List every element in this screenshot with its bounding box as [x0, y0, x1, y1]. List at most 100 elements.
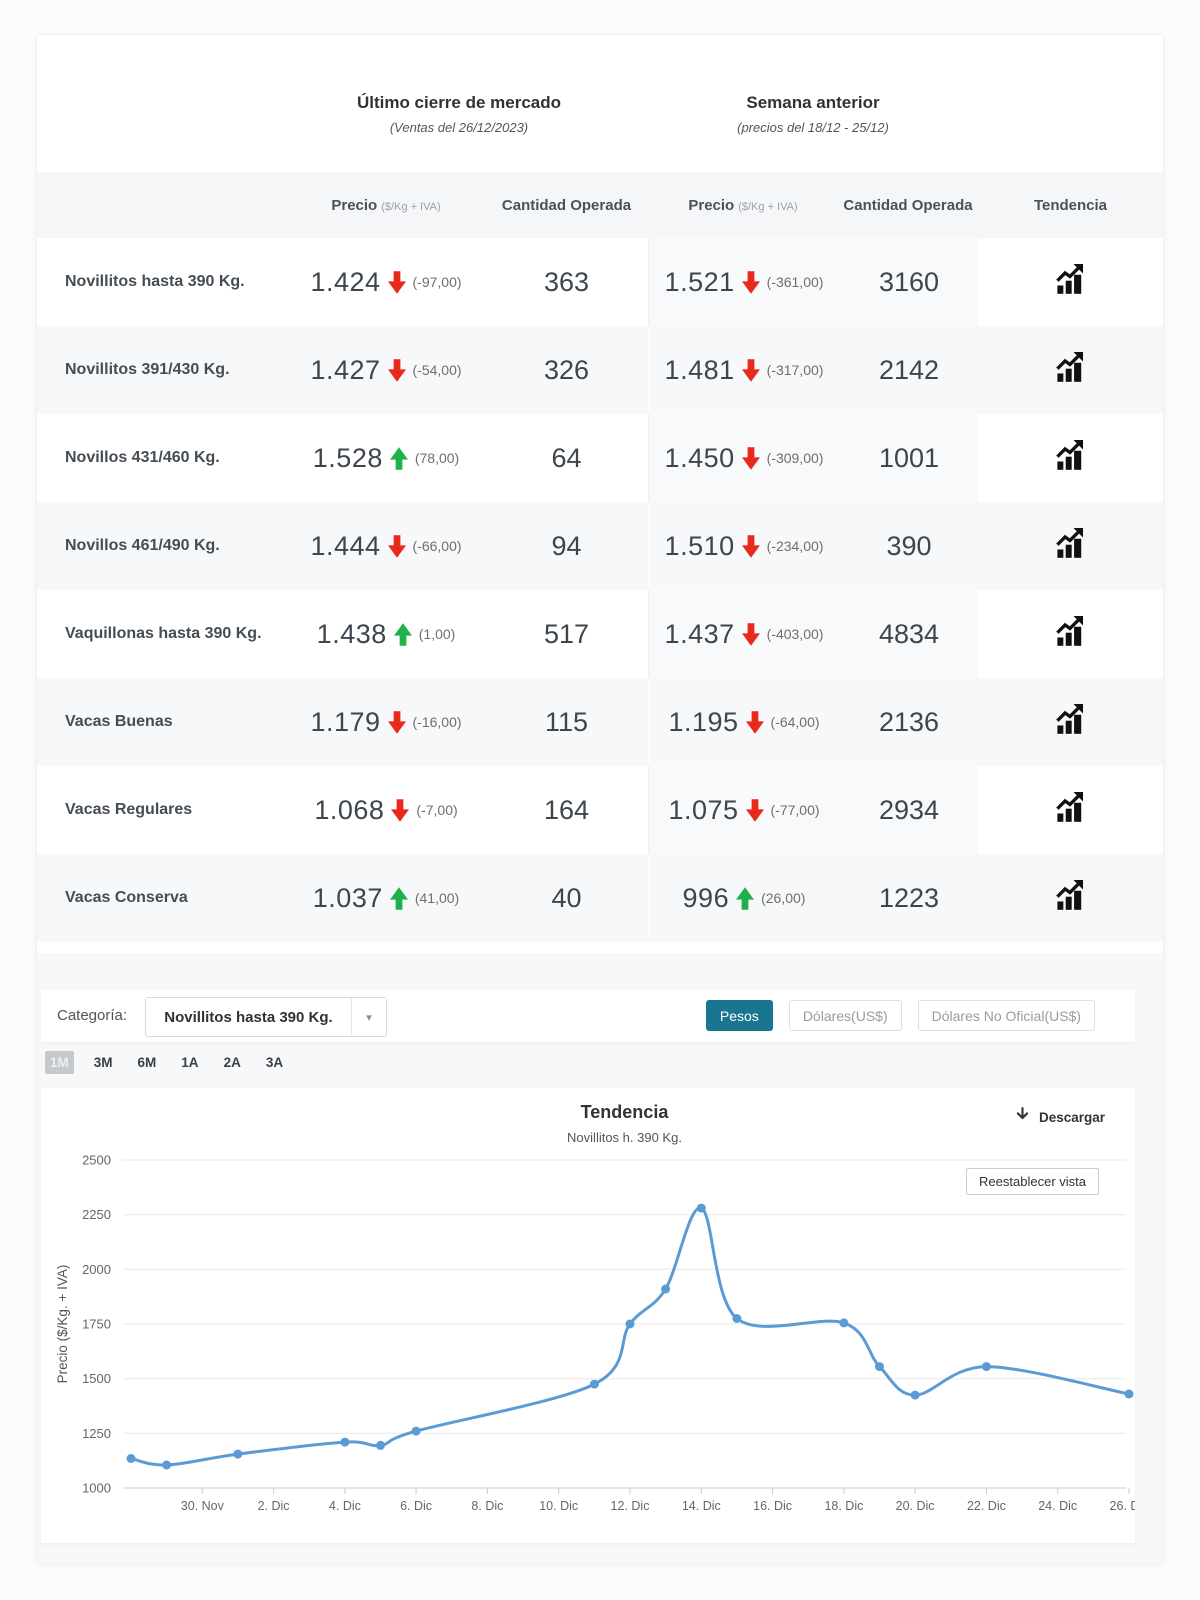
last-quantity: 64: [551, 442, 582, 473]
svg-text:1250: 1250: [82, 1426, 111, 1441]
svg-text:8. Dic: 8. Dic: [471, 1499, 503, 1513]
svg-text:16. Dic: 16. Dic: [753, 1499, 792, 1513]
last-close-subtitle: (Ventas del 26/12/2023): [389, 120, 529, 135]
range-3m-button[interactable]: 3M: [93, 1055, 113, 1070]
previous-week-group: 1.510 (-234,00) 390: [648, 502, 978, 590]
trend-header: Tendencia: [1033, 196, 1108, 214]
range-2a-button[interactable]: 2A: [223, 1055, 241, 1070]
svg-text:24. Dic: 24. Dic: [1038, 1499, 1077, 1513]
currency-dolares-no-oficial-button[interactable]: Dólares No Oficial(US$): [917, 1000, 1095, 1031]
range-1m-button[interactable]: 1M: [45, 1051, 74, 1074]
category-filter-label: Categoría:: [57, 1007, 128, 1024]
category-label: Vacas Regulares: [65, 801, 193, 818]
prev-price-cell: 1.521 (-361,00): [649, 267, 839, 298]
price-value: 1.510: [664, 530, 735, 561]
prev-price-cell: 1.195 (-64,00): [649, 707, 839, 738]
svg-text:Precio ($/Kg. + IVA): Precio ($/Kg. + IVA): [55, 1265, 70, 1384]
quantity-header-last: Cantidad Operada: [501, 196, 632, 214]
svg-text:1000: 1000: [82, 1481, 111, 1496]
price-change: (26,00): [761, 890, 806, 906]
previous-week-group: 1.075 (-77,00) 2934: [648, 766, 978, 854]
tendencia-chart-icon[interactable]: [1054, 352, 1087, 383]
price-value: 1.179: [310, 706, 381, 737]
table-row: Novillitos 391/430 Kg. 1.427 (-54,00) 32…: [37, 326, 1163, 414]
previous-week-group: 996 (26,00) 1223: [648, 854, 978, 942]
tendencia-chart-icon[interactable]: [1054, 704, 1087, 735]
tendencia-chart-icon[interactable]: [1054, 616, 1087, 647]
last-price-cell: 1.528 (78,00): [287, 443, 485, 474]
price-trend-arrow-icon: [389, 446, 408, 470]
svg-text:22. Dic: 22. Dic: [967, 1499, 1006, 1513]
price-value: 1.037: [312, 882, 383, 913]
table-row: Vacas Conserva 1.037 (41,00) 40 996 (26,…: [37, 854, 1163, 942]
currency-pesos-button[interactable]: Pesos: [705, 1000, 773, 1031]
trend-chart-svg[interactable]: 1000 1250 1500 1750 2000 2250 2500 30. Nov 2. Di…: [41, 1088, 1135, 1543]
category-label: Novillos 461/490 Kg.: [65, 537, 220, 554]
last-price-cell: 1.424 (-97,00): [287, 267, 485, 298]
range-6m-button[interactable]: 6M: [137, 1055, 157, 1070]
prev-quantity: 2142: [878, 354, 940, 385]
price-value: 1.450: [664, 442, 735, 473]
price-trend-arrow-icon: [745, 798, 764, 822]
prev-quantity: 4834: [878, 618, 940, 649]
table-row: Vaquillonas hasta 390 Kg. 1.438 (1,00) 5…: [37, 590, 1163, 678]
chart-subtitle: Novillitos h. 390 Kg.: [567, 1130, 682, 1145]
reset-view-button[interactable]: Reestablecer vista: [966, 1168, 1099, 1195]
price-value: 1.075: [668, 794, 739, 825]
price-value: 1.427: [310, 354, 381, 385]
price-change: (-317,00): [766, 362, 824, 378]
price-change: (-97,00): [412, 274, 462, 290]
prev-quantity: 1001: [878, 442, 940, 473]
svg-text:30. Nov: 30. Nov: [181, 1499, 225, 1513]
tendencia-chart-icon[interactable]: [1054, 792, 1087, 823]
tendencia-chart-icon[interactable]: [1054, 528, 1087, 559]
price-value: 1.424: [310, 266, 381, 297]
price-trend-arrow-icon: [741, 446, 760, 470]
prev-price-cell: 1.437 (-403,00): [649, 619, 839, 650]
last-quantity: 115: [544, 706, 589, 737]
svg-text:2. Dic: 2. Dic: [258, 1499, 290, 1513]
price-value: 1.195: [668, 706, 739, 737]
price-value: 1.521: [664, 266, 735, 297]
category-label: Novillitos hasta 390 Kg.: [65, 273, 245, 290]
table-row: Novillos 461/490 Kg. 1.444 (-66,00) 94 1…: [37, 502, 1163, 590]
price-value: 996: [682, 882, 730, 913]
last-close-title: Último cierre de mercado: [356, 93, 562, 112]
category-label: Vacas Buenas: [65, 713, 173, 730]
tendencia-chart-icon[interactable]: [1054, 880, 1087, 911]
chevron-down-icon: ▾: [351, 998, 386, 1036]
category-bar: Categoría: Novillitos hasta 390 Kg. ▾ Pe…: [41, 990, 1135, 1042]
currency-dolares-button[interactable]: Dólares(US$): [788, 1000, 902, 1031]
price-trend-arrow-icon: [745, 710, 764, 734]
download-button[interactable]: Descargar: [1014, 1106, 1105, 1128]
prev-quantity: 2934: [878, 794, 940, 825]
price-header-prev: Precio ($/Kg + IVA): [688, 196, 798, 214]
svg-text:2500: 2500: [82, 1153, 111, 1168]
table-row: Novillos 431/460 Kg. 1.528 (78,00) 64 1.…: [37, 414, 1163, 502]
chart-section: Categoría: Novillitos hasta 390 Kg. ▾ Pe…: [37, 953, 1163, 1563]
previous-week-header: Semana anterior (precios del 18/12 - 25/…: [648, 93, 978, 135]
last-price-cell: 1.444 (-66,00): [287, 531, 485, 562]
category-dropdown[interactable]: Novillitos hasta 390 Kg. ▾: [145, 997, 387, 1037]
tendencia-chart-icon[interactable]: [1054, 440, 1087, 471]
price-value: 1.438: [316, 618, 387, 649]
last-quantity: 40: [551, 882, 582, 913]
price-trend-arrow-icon: [393, 622, 412, 646]
svg-text:2250: 2250: [82, 1207, 111, 1222]
range-3a-button[interactable]: 3A: [265, 1055, 284, 1070]
range-1a-button[interactable]: 1A: [181, 1055, 199, 1070]
price-unit: ($/Kg + IVA): [381, 200, 441, 213]
price-change: (-64,00): [770, 714, 820, 730]
svg-text:14. Dic: 14. Dic: [682, 1499, 721, 1513]
price-trend-arrow-icon: [387, 358, 406, 382]
last-quantity: 94: [551, 530, 582, 561]
price-trend-arrow-icon: [387, 270, 406, 294]
price-trend-arrow-icon: [741, 358, 760, 382]
previous-week-title: Semana anterior: [746, 93, 880, 112]
price-change: (1,00): [418, 626, 456, 642]
previous-week-group: 1.195 (-64,00) 2136: [648, 678, 978, 766]
previous-week-group: 1.450 (-309,00) 1001: [648, 414, 978, 502]
tendencia-chart-icon[interactable]: [1054, 264, 1087, 295]
price-change: (-309,00): [766, 450, 824, 466]
